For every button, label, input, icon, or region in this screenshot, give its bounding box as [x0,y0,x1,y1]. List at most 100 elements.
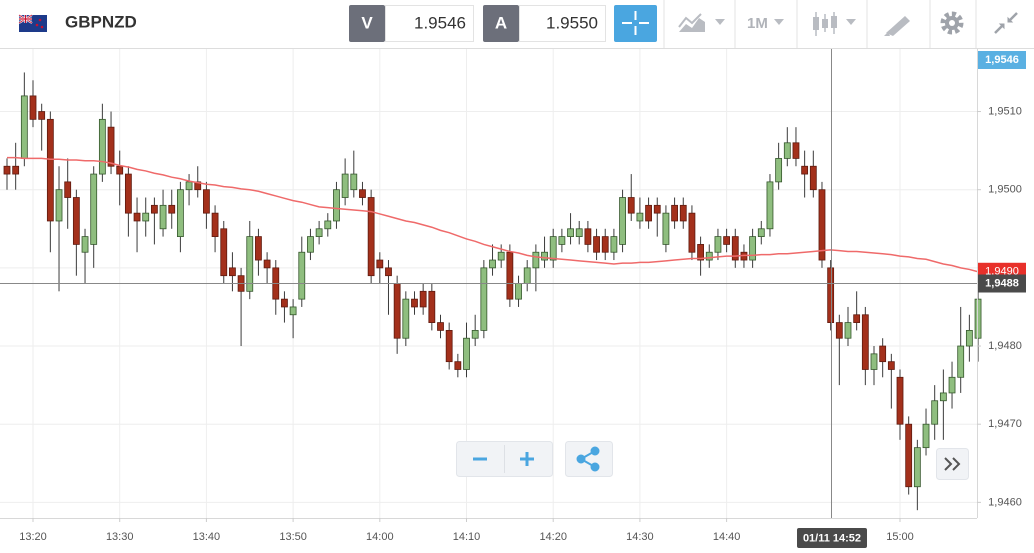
ask-price[interactable]: 1.9550 [546,13,598,32]
candle-body [402,298,410,339]
candle-body [714,236,722,253]
candle-body [159,204,167,230]
bid-label-box [978,51,1026,69]
ask-box[interactable] [519,5,606,42]
bid-label: 1,9546 [985,54,1019,66]
bid-tag-box[interactable] [349,5,385,42]
timeframe-arrow[interactable] [774,19,784,25]
candle-body [965,329,973,347]
candle-body [853,314,861,323]
candle-body [437,322,444,331]
candle-body [55,189,63,222]
y-tick-label: 1,9460 [988,496,1022,508]
candle-body [922,423,930,449]
candle-body [558,236,566,245]
candle-body [185,181,193,191]
y-tick-label: 1,9510 [988,105,1022,117]
candle-body [835,322,843,339]
candle-type-button[interactable] [813,12,856,36]
bid-price[interactable]: 1.9546 [414,13,466,32]
candle-body [350,173,358,191]
chart-type-button[interactable] [678,13,725,32]
x-tick-label: 13:40 [193,531,221,543]
candle-body [64,181,72,198]
candle-body [723,236,731,245]
crosshair-time-box [797,528,867,548]
candle-body [671,204,678,222]
candle-body [211,212,219,237]
x-tick-label: 14:30 [626,531,654,543]
ask-tag[interactable]: A [495,13,507,32]
candle-body [419,290,427,308]
candle-body [775,158,783,183]
candle-body [792,142,800,159]
candle-body [705,251,713,261]
candle-body [367,197,375,277]
bid-box[interactable] [385,5,474,42]
symbol: GBPNZD [65,12,137,31]
draw-button[interactable] [884,16,910,36]
collapse-button[interactable] [994,12,1018,34]
crosshair-button[interactable] [614,5,657,42]
ask-tag-box[interactable] [483,5,519,42]
zoom-in[interactable] [520,452,534,466]
candle-body [506,251,514,300]
candle-body [281,298,288,308]
candle-body [749,236,757,261]
candle-body [939,392,947,402]
candle-body [757,228,765,238]
candle-body [246,236,254,292]
candle-body [948,376,956,394]
candle-body [376,259,384,269]
candle-body [584,228,592,245]
candle-body [29,95,37,120]
candle-body [532,251,540,269]
toolbar-separators [663,0,977,48]
candle-body [411,298,418,308]
share-box[interactable] [565,441,613,477]
candle-body [289,306,297,316]
candle-body [827,267,835,323]
candle-body [567,228,574,238]
scroll-end-icon[interactable] [944,457,961,471]
bid-tag[interactable]: V [361,13,373,32]
candle-body [766,181,774,230]
candle-body [133,212,141,222]
candle-body [393,283,401,339]
candle-body [601,236,609,253]
moving-average [7,156,979,273]
candle-body [12,165,20,175]
candle-body [107,126,115,167]
x-tick-label: 13:20 [19,531,47,543]
candle-body [697,244,704,261]
candle-body [3,165,11,175]
candle-body [593,236,600,253]
crosshair-price-box [978,274,1026,293]
candle-body [471,329,479,339]
candle-body [957,345,965,378]
candle-body [168,204,176,214]
candle-body [150,204,158,214]
candle-body [905,423,913,488]
x-tick-label: 14:10 [453,531,481,543]
settings-button[interactable] [940,11,964,35]
candle-body [627,197,635,214]
x-tick-label: 13:50 [279,531,307,543]
candle-body [523,267,531,284]
candle-body [497,251,505,261]
candle-body [887,361,895,370]
candle-body [20,95,28,159]
candle-body [480,267,488,331]
candle-body [809,165,817,191]
candle-body [203,189,210,214]
candle-body [98,118,106,175]
share-icon[interactable] [576,446,600,472]
crosshair-price: 1,9488 [985,277,1019,289]
timeframe[interactable]: 1M [747,15,768,32]
candle-body [662,212,670,245]
scroll-end-box[interactable] [936,448,969,480]
x-tick-label: 15:00 [886,531,914,543]
candle-body [515,283,522,300]
candle-body [90,173,98,245]
candle-body [974,298,982,339]
